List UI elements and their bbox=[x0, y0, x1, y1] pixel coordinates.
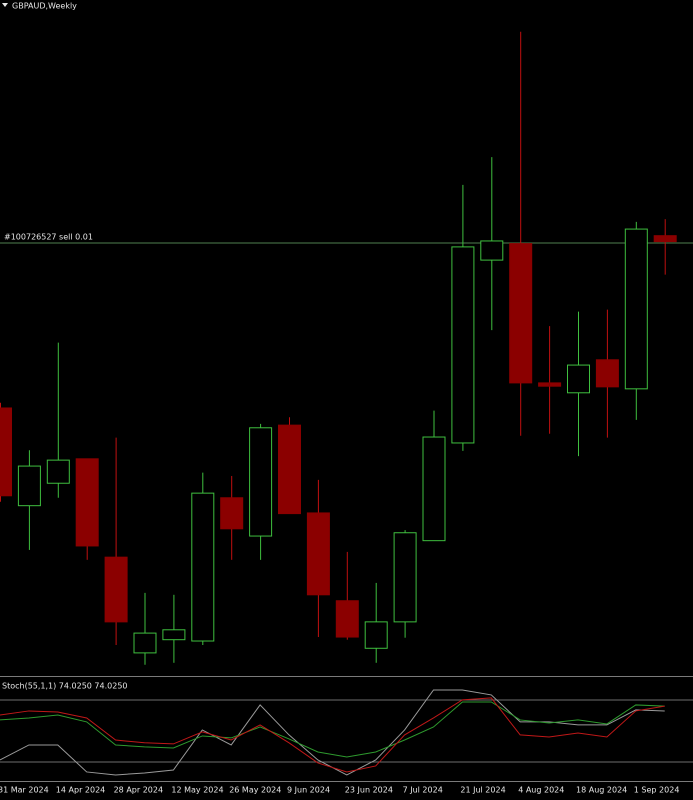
candle-body bbox=[538, 382, 562, 387]
menu-triangle[interactable] bbox=[2, 3, 8, 7]
x-tick-label: 4 Aug 2024 bbox=[518, 786, 564, 795]
candle-body bbox=[422, 436, 446, 542]
candle-body bbox=[104, 556, 128, 623]
candle-body bbox=[595, 359, 619, 388]
candle-body bbox=[162, 629, 186, 641]
candle-body bbox=[335, 600, 359, 638]
x-tick-label: 9 Jun 2024 bbox=[287, 786, 330, 795]
order-label: #100726527 sell 0.01 bbox=[4, 232, 93, 241]
candle-body bbox=[133, 632, 157, 654]
candle-body bbox=[249, 427, 273, 537]
candle-body bbox=[278, 424, 301, 515]
candle-body bbox=[567, 364, 590, 394]
candle-body bbox=[46, 459, 70, 484]
candle-body bbox=[75, 458, 99, 547]
candle-body bbox=[624, 228, 648, 390]
candle-body bbox=[220, 497, 244, 530]
x-tick-label: 28 Apr 2024 bbox=[114, 786, 163, 795]
candle-body bbox=[393, 532, 417, 623]
x-tick-label: 7 Jul 2024 bbox=[403, 786, 443, 795]
candle-body bbox=[306, 512, 330, 596]
candle-body bbox=[364, 621, 388, 649]
candle-body bbox=[480, 240, 504, 261]
indicator-title: Stoch(55,1,1) 74.0250 74.0250 bbox=[2, 682, 128, 691]
x-tick-label: 12 May 2024 bbox=[171, 786, 223, 795]
x-tick-label: 14 Apr 2024 bbox=[56, 786, 105, 795]
chart-title: GBPAUD,Weekly bbox=[12, 2, 77, 11]
x-tick-label: 26 May 2024 bbox=[229, 786, 281, 795]
candle-body bbox=[509, 243, 533, 384]
x-tick-label: 1 Sep 2024 bbox=[634, 786, 680, 795]
x-tick-label: 31 Mar 2024 bbox=[0, 786, 49, 795]
x-tick-label: 23 Jun 2024 bbox=[345, 786, 393, 795]
x-tick-label: 21 Jul 2024 bbox=[460, 786, 505, 795]
candle-body bbox=[191, 492, 215, 642]
candle-body bbox=[451, 246, 475, 444]
indicator-line bbox=[0, 701, 665, 758]
x-tick-label: 18 Aug 2024 bbox=[576, 786, 627, 795]
indicator-line bbox=[0, 697, 665, 773]
candle-body bbox=[0, 407, 12, 497]
candle-body bbox=[17, 465, 41, 507]
candle-body bbox=[653, 235, 677, 243]
